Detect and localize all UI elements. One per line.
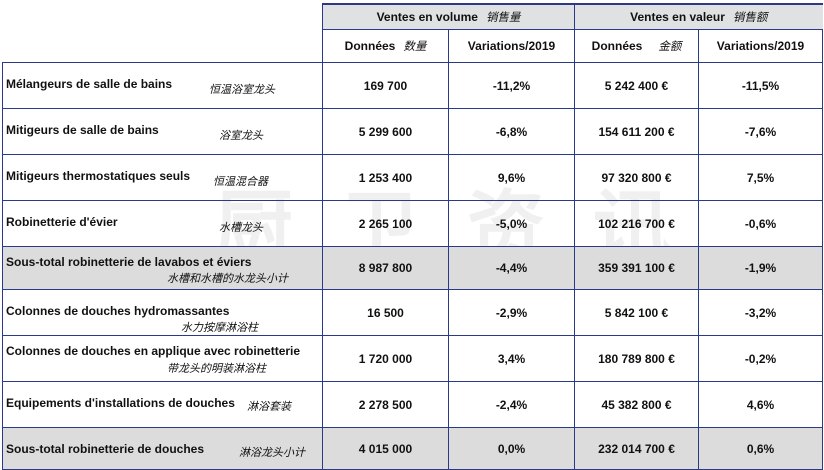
cell-value: 180 789 800 € xyxy=(574,335,699,382)
cell-value-variation: -0,2% xyxy=(698,335,823,382)
cell-value-variation: -1,9% xyxy=(698,246,823,290)
cell-value: 45 382 800 € xyxy=(574,381,699,428)
row-label-cn: 恒温混合器 xyxy=(213,176,268,188)
cell-volume-variation: 0,0% xyxy=(448,427,575,470)
cell-value: 102 216 700 € xyxy=(574,200,699,247)
row-label-cn: 带龙头的明装淋浴柱 xyxy=(167,363,266,375)
row-label-cn: 水槽龙头 xyxy=(219,222,263,234)
row-label: Colonnes de douches en applique avec rob… xyxy=(6,344,301,358)
header-volume-group: Ventes en volume 销售量 xyxy=(322,3,575,30)
table-body: Mélangeurs de salle de bains 恒温浴室龙头 169 70… xyxy=(2,62,823,470)
header-col-volume-data: Données 数量 xyxy=(322,29,449,63)
row-label: Sous-total robinetterie de douches xyxy=(6,442,205,456)
header-col-value-var-label: Variations/2019 xyxy=(716,39,805,53)
table-row: Equipements d'installations de douches 淋浴… xyxy=(2,381,823,428)
cell-value-variation: -3,2% xyxy=(698,289,823,336)
header-col-volume-var: Variations/2019 xyxy=(448,29,575,63)
sales-table: Ventes en volume 销售量 Ventes en valeur 销售额 … xyxy=(2,3,823,470)
cell-value-variation: 4,6% xyxy=(698,381,823,428)
row-label: Robinetterie d'évier xyxy=(6,215,118,229)
cell-volume-variation: -2,9% xyxy=(448,289,575,336)
cell-value: 232 014 700 € xyxy=(574,427,699,470)
cell-value: 5 842 100 € xyxy=(574,289,699,336)
header-col-value-data: Données 金额 xyxy=(574,29,699,63)
row-label-cell: Mélangeurs de salle de bains 恒温浴室龙头 xyxy=(2,62,323,109)
cell-volume: 16 500 xyxy=(322,289,449,336)
cell-value: 154 611 200 € xyxy=(574,108,699,155)
header-col-volume-var-label: Variations/2019 xyxy=(467,39,556,53)
header-value-title-cn: 销售额 xyxy=(732,12,768,24)
header-col-value-var: Variations/2019 xyxy=(698,29,823,63)
row-label-cn: 恒温浴室龙头 xyxy=(209,84,275,96)
header-value-group: Ventes en valeur 销售额 xyxy=(574,3,823,30)
cell-value: 5 242 400 € xyxy=(574,62,699,109)
cell-volume-variation: -2,4% xyxy=(448,381,575,428)
row-label: Colonnes de douches hydromassantes xyxy=(6,304,230,318)
cell-volume: 169 700 xyxy=(322,62,449,109)
cell-volume-variation: -4,4% xyxy=(448,246,575,290)
cell-volume: 1 720 000 xyxy=(322,335,449,382)
table-row: Colonnes de douches en applique avec rob… xyxy=(2,335,823,382)
header-row-groups: Ventes en volume 销售量 Ventes en valeur 销售额 xyxy=(3,3,823,30)
cell-value: 97 320 800 € xyxy=(574,154,699,201)
cell-volume: 2 265 100 xyxy=(322,200,449,247)
cell-volume: 4 015 000 xyxy=(322,427,449,470)
cell-value-variation: 7,5% xyxy=(698,154,823,201)
row-label-cell: Mitigeurs de salle de bains 浴室龙头 xyxy=(2,108,323,155)
cell-volume-variation: -11,2% xyxy=(448,62,575,109)
row-label-cell: Sous-total robinetterie de lavabos et év… xyxy=(2,246,323,290)
row-label: Sous-total robinetterie de lavabos et év… xyxy=(6,255,252,269)
cell-volume-variation: 3,4% xyxy=(448,335,575,382)
header-row-columns: Données 数量 Variations/2019 Données 金额 Vari… xyxy=(3,29,823,63)
row-label-cell: Robinetterie d'évier 水槽龙头 xyxy=(2,200,323,247)
row-label: Equipements d'installations de douches xyxy=(6,396,235,410)
table-row: Mitigeurs thermostatiques seuls 恒温混合器 1 25… xyxy=(2,154,823,201)
row-label-cell: Colonnes de douches hydromassantes 水力按摩淋浴… xyxy=(2,289,323,336)
table-row: Colonnes de douches hydromassantes 水力按摩淋浴… xyxy=(2,289,823,336)
cell-volume-variation: 9,6% xyxy=(448,154,575,201)
header-col-volume-data-label: Données xyxy=(344,39,396,53)
row-label: Mitigeurs de salle de bains xyxy=(6,123,159,137)
table-row: Mitigeurs de salle de bains 浴室龙头 5 299 600… xyxy=(2,108,823,155)
row-label-cn: 淋浴套装 xyxy=(247,401,291,413)
row-label-cn: 浴室龙头 xyxy=(219,130,263,142)
cell-volume: 2 278 500 xyxy=(322,381,449,428)
header-col-value-data-label: Données xyxy=(591,39,643,53)
row-label: Mélangeurs de salle de bains xyxy=(6,77,173,91)
row-label-cell: Sous-total robinetterie de douches 淋浴龙头小计 xyxy=(2,427,323,470)
header-col-volume-data-cn: 数量 xyxy=(403,41,427,53)
table-row-subtotal: Sous-total robinetterie de douches 淋浴龙头小计… xyxy=(2,427,823,470)
header-blank-2 xyxy=(3,30,323,63)
cell-volume: 1 253 400 xyxy=(322,154,449,201)
row-label: Mitigeurs thermostatiques seuls xyxy=(6,169,191,183)
header-value-title: Ventes en valeur xyxy=(630,10,725,24)
row-label-cell: Colonnes de douches en applique avec rob… xyxy=(2,335,323,382)
header-col-value-data-cn: 金额 xyxy=(658,41,682,53)
cell-volume-variation: -6,8% xyxy=(448,108,575,155)
cell-value-variation: -7,6% xyxy=(698,108,823,155)
cell-value: 359 391 100 € xyxy=(574,246,699,290)
cell-value-variation: 0,6% xyxy=(698,427,823,470)
cell-volume-variation: -5,0% xyxy=(448,200,575,247)
table-row: Robinetterie d'évier 水槽龙头 2 265 100 -5,0% 10… xyxy=(2,200,823,247)
row-label-cell: Mitigeurs thermostatiques seuls 恒温混合器 xyxy=(2,154,323,201)
row-label-cn: 水槽和水槽的水龙头小计 xyxy=(167,273,288,285)
table-row: Mélangeurs de salle de bains 恒温浴室龙头 169 70… xyxy=(2,62,823,109)
row-label-cell: Equipements d'installations de douches 淋浴… xyxy=(2,381,323,428)
header-blank xyxy=(3,4,323,30)
cell-value-variation: -0,6% xyxy=(698,200,823,247)
row-label-cn: 水力按摩淋浴柱 xyxy=(181,322,258,334)
table-row-subtotal: Sous-total robinetterie de lavabos et év… xyxy=(2,246,823,290)
header-volume-title: Ventes en volume xyxy=(376,10,478,24)
cell-volume: 8 987 800 xyxy=(322,246,449,290)
row-label-cn: 淋浴龙头小计 xyxy=(239,447,305,459)
cell-value-variation: -11,5% xyxy=(698,62,823,109)
cell-volume: 5 299 600 xyxy=(322,108,449,155)
header-volume-title-cn: 销售量 xyxy=(485,12,521,24)
